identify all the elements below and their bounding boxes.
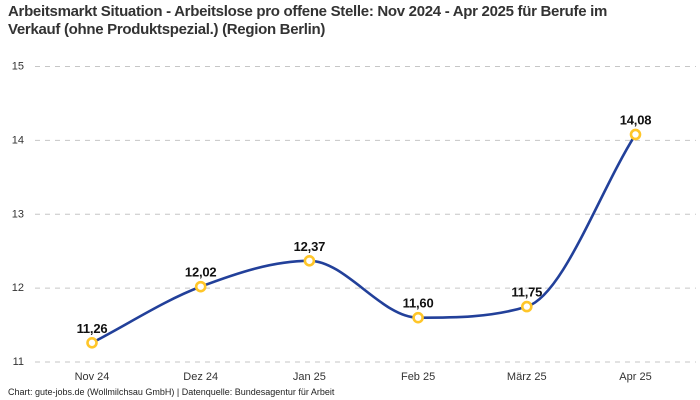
y-tick-label: 12 — [12, 282, 24, 294]
data-point-marker[interactable] — [86, 336, 98, 349]
data-line — [90, 133, 637, 345]
data-markers — [86, 128, 642, 349]
data-point-label: 14,08 — [620, 112, 652, 127]
y-axis-ticks: 11 12 13 14 15 — [12, 61, 24, 369]
data-point-marker[interactable] — [194, 280, 207, 293]
data-point-label: 12,37 — [294, 239, 326, 254]
chart-title: Arbeitsmarkt Situation - Arbeitslose pro… — [8, 3, 608, 38]
gridlines — [35, 66, 696, 363]
data-point-label: 11,26 — [77, 321, 108, 336]
data-point-label: 11,60 — [403, 296, 434, 311]
y-tick-label: 15 — [12, 61, 24, 73]
data-point-marker[interactable] — [412, 311, 424, 324]
series-line — [90, 133, 637, 345]
data-point-marker[interactable] — [629, 128, 642, 141]
data-point-label: 12,02 — [185, 265, 217, 280]
chart-source: Chart: gute-jobs.de (Wollmilchsau GmbH) … — [8, 387, 335, 397]
x-tick-label: Feb 25 — [401, 371, 435, 383]
x-tick-label: Apr 25 — [619, 371, 651, 383]
data-point-marker[interactable] — [520, 300, 533, 313]
data-labels: 11,26 12,02 12,37 11,60 11,75 14,08 — [77, 112, 652, 335]
data-point-label: 11,75 — [511, 285, 542, 300]
x-tick-label: Nov 24 — [75, 371, 110, 383]
y-tick-label: 11 — [13, 356, 24, 368]
x-axis-ticks: Nov 24 Dez 24 Jan 25 Feb 25 März 25 Apr 25 — [75, 371, 652, 383]
x-tick-label: Jan 25 — [293, 371, 326, 383]
x-tick-label: März 25 — [507, 371, 547, 383]
y-tick-label: 14 — [12, 134, 24, 146]
y-tick-label: 13 — [12, 208, 24, 220]
x-tick-label: Dez 24 — [183, 371, 218, 383]
data-point-marker[interactable] — [303, 254, 316, 267]
